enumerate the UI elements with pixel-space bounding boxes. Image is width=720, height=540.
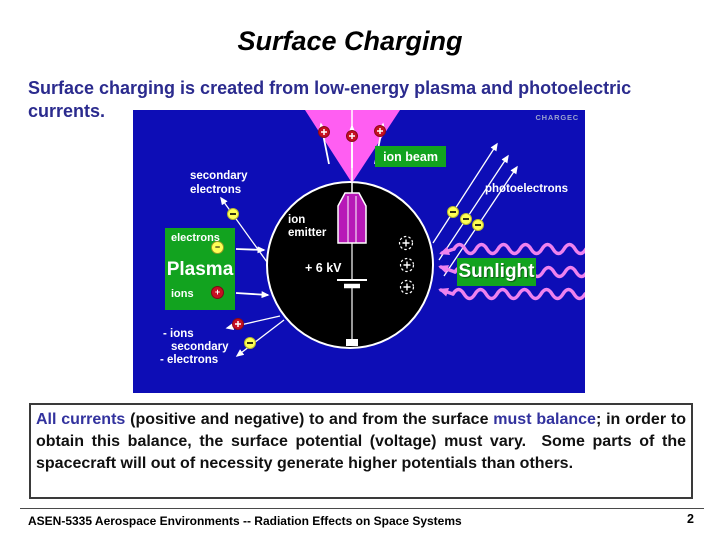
voltage-label: + 6 kV (305, 261, 342, 275)
figure-watermark: CHARGEC (535, 113, 579, 122)
photoelectrons-label: photoelectrons (485, 183, 569, 195)
plasma-flux-arrows (235, 246, 270, 299)
page-title: Surface Charging (237, 26, 463, 56)
ion-beam-label: ion beam (375, 146, 446, 167)
positive-ion-icon (232, 318, 244, 330)
ion-emitter-label: ion emitter (288, 214, 327, 239)
intro-line-2: currents. (28, 101, 106, 121)
emitted-secondary-label: secondary (171, 341, 229, 353)
electron-icon: − (211, 241, 224, 254)
callout-accent-2: must balance (493, 411, 596, 428)
secondary-electrons-label: secondary electrons (190, 170, 248, 196)
footer-course-label: ASEN-5335 Aerospace Environments -- Radi… (28, 514, 462, 528)
emitted-ions-label: - ions (163, 328, 194, 340)
intro-text: Surface charging is created from low-ene… (28, 77, 708, 123)
secondary-electron-track (220, 196, 268, 263)
surface-charge-icons (398, 235, 415, 295)
electron-icon (447, 206, 459, 218)
diagram-graphics (220, 110, 585, 357)
electron-icon (227, 208, 239, 220)
emitted-particle-tracks (225, 315, 285, 357)
plasma-title: Plasma (166, 259, 234, 280)
electron-icon (460, 213, 472, 225)
surface-charging-diagram: CHARGEC secondary electrons ion beam pho… (133, 110, 585, 393)
battery-symbol (337, 243, 367, 346)
electron-icon (244, 337, 256, 349)
emitted-electrons-label: - electrons (160, 354, 219, 366)
plasma-ions-label: ions (171, 288, 194, 300)
callout-text-2: ; in order to obtain this balance, the s… (36, 411, 686, 472)
sunlight-label: Sunlight (457, 258, 536, 286)
plasma-electrons-label: electrons (171, 232, 220, 244)
electron-icon (472, 219, 484, 231)
ion-emitter-device (337, 192, 367, 244)
beam-positive-ion-icons (318, 125, 386, 142)
page-number: 2 (687, 512, 694, 526)
positive-ion-icon: + (211, 286, 224, 299)
callout-text-1: (positive and negative) to and from the … (125, 411, 494, 428)
intro-line-1: Surface charging is created from low-ene… (28, 78, 632, 98)
spacecraft-body (266, 181, 434, 349)
footer-divider (20, 508, 704, 509)
key-point-box: All currents (positive and negative) to … (29, 403, 693, 499)
photoelectron-tracks (432, 142, 518, 277)
plasma-panel: electrons − Plasma ions + (165, 228, 235, 310)
callout-accent-1: All currents (36, 411, 126, 428)
